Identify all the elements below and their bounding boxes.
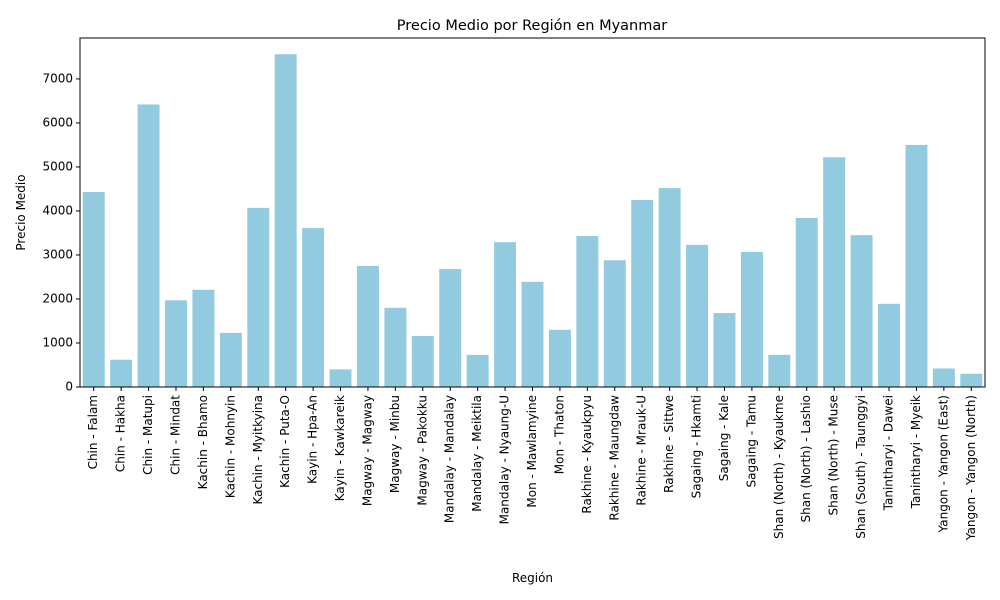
bar <box>960 373 983 387</box>
x-tick-label: Rakhine - Mrauk-U <box>635 395 649 506</box>
x-tick-label: Mon - Thaton <box>552 395 566 474</box>
bar <box>247 207 270 387</box>
bar <box>932 368 955 387</box>
x-tick-label: Chin - Hakha <box>114 395 128 472</box>
x-tick-label: Sagaing - Kale <box>717 395 731 481</box>
x-tick-label: Kayin - Kawkareik <box>333 395 347 501</box>
x-tick-label: Chin - Falam <box>86 395 100 469</box>
x-tick-label: Mandalay - Nyaung-U <box>498 395 512 524</box>
chart-title: Precio Medio por Región en Myanmar <box>397 18 667 34</box>
x-tick-label: Kachin - Puta-O <box>278 395 292 488</box>
x-tick-label: Chin - Mindat <box>168 395 182 475</box>
bar <box>740 251 763 387</box>
x-tick-label: Shan (North) - Lashio <box>799 395 813 522</box>
x-tick-label: Mandalay - Mandalay <box>443 395 457 523</box>
bar <box>878 303 900 387</box>
y-tick-label: 7000 <box>42 71 73 85</box>
y-tick-label: 5000 <box>42 159 73 173</box>
bar <box>548 329 571 387</box>
x-tick-label: Yangon - Yangon (North) <box>964 395 978 541</box>
y-axis: 0 1000 2000 3000 4000 5000 6000 7000 <box>42 71 80 394</box>
bar <box>329 369 352 387</box>
bar <box>795 218 818 387</box>
x-tick-label: Rakhine - Kyaukpyu <box>580 395 594 514</box>
x-tick-label: Mon - Mawlamyine <box>525 395 539 508</box>
x-tick-label: Kayin - Hpa-An <box>306 395 320 484</box>
x-tick-label: Shan (North) - Kyaukme <box>772 395 786 539</box>
x-axis: Chin - Falam Chin - Hakha Chin - Matupi Chi… <box>86 387 978 541</box>
bar <box>439 269 462 387</box>
plot-frame <box>79 37 986 388</box>
x-tick-label: Shan (South) - Taunggyi <box>854 395 868 539</box>
bar <box>521 281 544 387</box>
y-tick-label: 0 <box>65 380 73 394</box>
bar <box>110 359 133 387</box>
x-tick-label: Yangon - Yangon (East) <box>936 395 950 533</box>
bar <box>603 260 626 387</box>
y-tick-label: 3000 <box>42 247 73 261</box>
x-tick-label: Magway - Pakokku <box>415 395 429 506</box>
bar <box>686 244 709 387</box>
x-tick-label: Chin - Matupi <box>141 395 155 475</box>
bar <box>165 300 187 387</box>
x-tick-label: Rakhine - Maungdaw <box>607 395 621 521</box>
bar <box>82 192 105 387</box>
x-tick-label: Magway - Magway <box>360 395 374 506</box>
x-tick-label: Tanintharyi - Myeik <box>909 395 923 509</box>
x-tick-label: Kachin - Bhamo <box>196 395 210 489</box>
x-tick-label: Magway - Minbu <box>388 395 402 493</box>
bar <box>356 265 379 387</box>
bar <box>713 313 736 387</box>
x-tick-label: Sagaing - Hkamti <box>690 395 704 498</box>
bar <box>494 242 517 387</box>
y-tick-label: 6000 <box>42 115 73 129</box>
bar <box>823 157 846 387</box>
x-tick-label: Kachin - Mohnyin <box>223 395 237 498</box>
y-tick-label: 4000 <box>42 203 73 217</box>
bar <box>192 289 215 387</box>
bar <box>905 144 928 387</box>
x-tick-label: Rakhine - Sittwe <box>662 395 676 493</box>
bar <box>219 332 242 387</box>
bars-group <box>82 54 983 388</box>
x-tick-label: Tanintharyi - Dawei <box>882 395 896 511</box>
bar <box>631 199 654 387</box>
bar <box>466 354 489 387</box>
bar <box>768 354 791 387</box>
x-tick-label: Mandalay - Meiktila <box>470 395 484 512</box>
bar <box>658 188 681 387</box>
y-tick-label: 1000 <box>42 335 73 349</box>
x-axis-title: Región <box>512 571 553 585</box>
bar <box>137 104 160 387</box>
x-tick-label: Sagaing - Tamu <box>744 395 758 487</box>
x-tick-label: Kachin - Myitkyina <box>251 395 265 505</box>
bar <box>274 54 297 388</box>
bar <box>302 228 325 387</box>
bar <box>384 307 407 387</box>
bar <box>411 335 434 387</box>
x-tick-label: Shan (North) - Muse <box>827 395 841 515</box>
bar <box>850 235 873 387</box>
bar <box>576 236 599 387</box>
y-axis-title: Precio Medio <box>14 174 28 250</box>
y-tick-label: 2000 <box>42 291 73 305</box>
